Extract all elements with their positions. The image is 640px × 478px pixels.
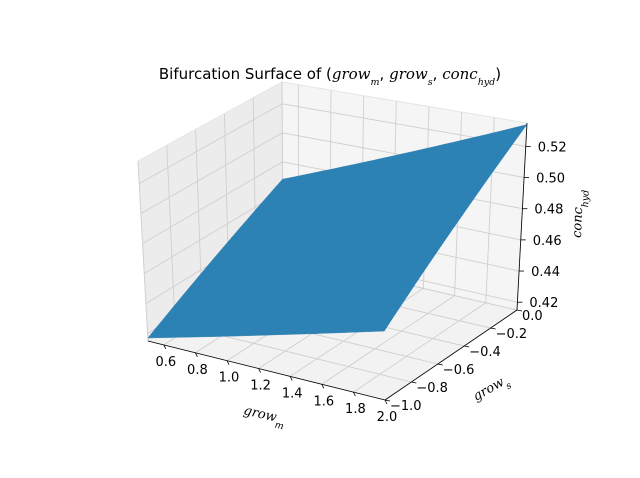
- x-tick-label: 2.0: [377, 410, 398, 425]
- y-tick: [490, 327, 496, 330]
- x-tick: [321, 384, 325, 389]
- chart-title: Bifurcation Surface of (growm, grows, co…: [159, 65, 501, 88]
- x-tick-label: 1.2: [250, 379, 271, 394]
- x-tick-label: 1.4: [282, 386, 303, 401]
- x-tick-label: 1.8: [345, 402, 366, 417]
- x-axis-label: growm: [241, 403, 287, 432]
- surface: [147, 124, 528, 339]
- x-tick: [384, 399, 388, 405]
- z-tick-label: 0.50: [536, 172, 565, 187]
- y-tick: [464, 345, 470, 348]
- x-tick: [353, 391, 356, 397]
- z-tick-label: 0.48: [534, 203, 563, 218]
- y-tick: [437, 363, 443, 366]
- x-axis: 0.6 0.8 1.0 1.2 1.4 1.6 1.8 2.0: [147, 340, 398, 425]
- x-tick-label: 0.6: [155, 355, 176, 370]
- y-tick-label: −0.2: [496, 327, 528, 342]
- y-tick-label: −0.8: [416, 381, 448, 396]
- x-tick: [289, 376, 293, 381]
- x-tick: [258, 368, 261, 373]
- z-tick-label: 0.42: [529, 296, 558, 311]
- y-tick: [516, 309, 523, 312]
- z-axis: 0.42 0.44 0.46 0.48 0.50 0.52: [516, 122, 567, 311]
- x-tick-label: 1.0: [219, 371, 240, 386]
- y-tick: [384, 399, 391, 402]
- z-axis-label: conchyd: [570, 189, 591, 238]
- y-tick-label: 0.0: [522, 309, 543, 324]
- y-axis-label: grows: [471, 372, 514, 408]
- z-tick-label: 0.44: [531, 265, 560, 280]
- z-tick-label: 0.46: [533, 234, 562, 249]
- x-tick: [226, 360, 230, 365]
- z-axis-line: [516, 122, 528, 311]
- x-axis-line: [147, 340, 386, 401]
- y-tick-label: −0.4: [469, 345, 501, 360]
- z-grid-line: [139, 103, 526, 184]
- y-axis-line: [384, 309, 518, 401]
- x-tick-label: 0.8: [187, 363, 208, 378]
- z-tick-label: 0.52: [538, 140, 567, 155]
- x-tick: [195, 352, 198, 357]
- y-axis: −1.0 −0.8 −0.6 −0.4 −0.2 0.0: [384, 309, 543, 414]
- x-tick-label: 1.6: [313, 394, 334, 409]
- y-tick-label: −1.0: [390, 399, 422, 414]
- x-tick: [163, 344, 167, 350]
- y-tick: [411, 381, 417, 384]
- y-tick-label: −0.6: [443, 363, 475, 378]
